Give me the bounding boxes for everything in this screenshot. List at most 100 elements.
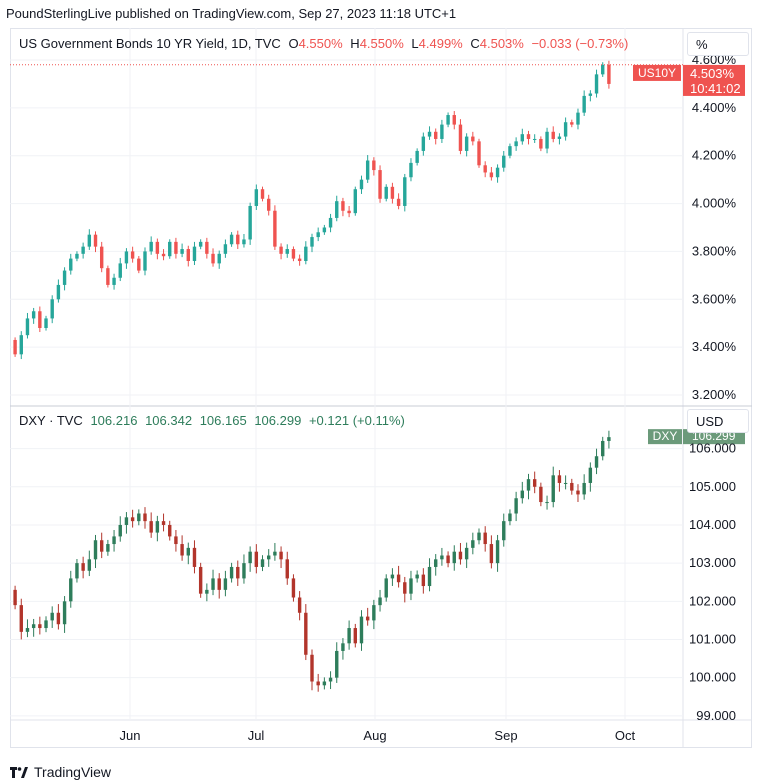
candle [532,134,537,143]
candle-body [409,578,413,594]
candle [155,238,160,260]
candle-body [310,237,314,247]
candle [279,546,283,569]
candle-body [174,241,178,254]
candle-body [161,521,166,525]
usd-unit-button[interactable]: USD [687,409,749,433]
candle-body [285,249,289,254]
candle-body [75,563,79,579]
candle-body [328,677,333,682]
candle-body [174,536,178,545]
candle-body [44,620,48,629]
candle [229,562,234,583]
candle [273,542,277,561]
candle-body [149,241,153,252]
candle-body [446,115,450,125]
candle [526,130,531,145]
candle [495,534,500,572]
candle-body [372,605,376,621]
candle-body [19,605,23,632]
candle-body [495,540,500,564]
candle-body [273,210,277,247]
y-tick-label: 104.000 [689,517,736,532]
candle [347,620,351,650]
candle-body [539,138,543,149]
candle-body [205,241,209,254]
dxy-pane[interactable]: DXY 106.299 [13,429,745,692]
candle-body [341,201,345,211]
candle [520,481,525,504]
candle [13,585,17,610]
candle-body [38,311,42,328]
candle-body [31,311,36,319]
candle-body [112,536,116,545]
candle-body [124,517,129,525]
candle-body [582,482,586,495]
us10y-pane[interactable]: US10Y 4.503%10:41:02 [10,60,745,360]
candle [99,241,104,273]
candle-body [75,253,79,259]
candle [508,143,512,159]
candle-body [576,112,580,125]
candle-body [118,263,122,278]
candle-body [365,616,370,621]
candle [415,148,419,166]
candle [81,242,85,259]
candle [545,127,549,154]
candle [458,542,463,565]
candle-body [520,490,525,499]
candle-body [223,244,228,254]
candle [539,136,543,152]
candle [62,596,67,633]
candle [143,247,147,276]
candle-body [372,160,376,171]
candle-body [229,566,234,579]
footer-brand[interactable]: TradingView [10,764,111,780]
candle-body [19,335,23,355]
candle-body [347,628,351,644]
candle [50,606,54,628]
candle [378,589,382,612]
candle-body [471,136,475,142]
candle [192,241,197,266]
candle [149,236,153,255]
candle-body [502,155,506,168]
candle [434,554,438,576]
chart-frame [10,28,752,748]
candle-body [304,246,308,261]
candle-body [440,555,444,560]
candle-body [384,186,388,199]
candle-body [93,234,98,247]
candle [297,591,302,621]
candle [248,202,252,245]
candle-body [477,532,481,541]
candle-body [471,540,475,548]
candle [328,213,333,233]
candle [502,513,506,547]
candle-body [168,241,172,257]
candle [99,532,104,559]
open-label: O [288,36,299,51]
candle [118,516,122,542]
dxy-legend: DXY · TVC 106.216 106.342 106.165 106.29… [19,413,409,428]
x-tick-label: Oct [615,728,636,743]
candle-body [458,124,463,151]
candle [106,539,110,556]
candle-body [56,612,61,625]
candle-body [464,136,469,151]
candle [409,570,413,601]
candle-body [409,162,413,178]
candle [452,545,456,571]
candle-body [570,482,574,491]
percent-unit-button[interactable]: % [687,32,749,56]
y-tick-label: 3.600% [692,291,737,306]
candle-body [390,186,395,199]
candle-body [267,198,271,211]
candle-body [557,136,562,139]
candle-body [155,241,160,254]
candle [137,509,141,526]
candle-body [236,566,240,579]
candle [130,509,135,528]
candle-body [291,249,296,259]
